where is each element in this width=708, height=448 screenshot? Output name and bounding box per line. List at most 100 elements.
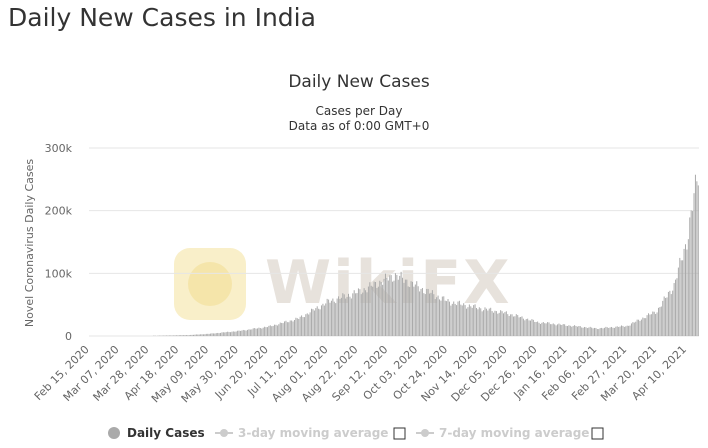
bar-387 xyxy=(639,320,641,336)
bar-337 xyxy=(568,325,570,336)
bar-306 xyxy=(524,320,526,336)
line-marker-icon xyxy=(416,429,434,437)
bar-302 xyxy=(518,317,520,336)
bar-134 xyxy=(279,322,281,336)
bar-101 xyxy=(232,331,234,336)
bar-76 xyxy=(197,334,199,336)
bar-77 xyxy=(198,334,200,336)
bar-79 xyxy=(201,334,203,336)
bar-53 xyxy=(164,335,166,336)
bar-177 xyxy=(340,297,342,336)
bar-165 xyxy=(323,305,325,336)
bar-398 xyxy=(655,313,657,336)
bar-281 xyxy=(488,308,490,336)
bar-67 xyxy=(184,335,186,336)
bar-366 xyxy=(609,327,611,336)
bar-154 xyxy=(308,314,310,336)
bar-66 xyxy=(183,335,185,336)
bar-418 xyxy=(683,248,685,336)
bar-223 xyxy=(406,279,408,336)
bar-240 xyxy=(430,292,432,336)
bar-141 xyxy=(289,320,291,336)
bar-213 xyxy=(392,281,394,336)
bar-196 xyxy=(367,286,369,336)
bar-359 xyxy=(599,328,601,336)
bar-368 xyxy=(612,327,614,336)
bar-130 xyxy=(274,324,276,336)
bar-159 xyxy=(315,308,317,336)
bar-420 xyxy=(686,249,688,336)
bar-246 xyxy=(439,299,440,336)
bar-421 xyxy=(687,239,689,336)
bar-356 xyxy=(595,327,597,336)
bar-71 xyxy=(190,334,192,336)
bar-132 xyxy=(276,325,278,336)
bar-348 xyxy=(584,326,586,336)
bar-121 xyxy=(261,328,263,336)
bar-202 xyxy=(376,287,378,336)
bar-253 xyxy=(448,301,450,336)
bar-404 xyxy=(663,296,665,336)
bar-362 xyxy=(603,327,605,336)
bar-234 xyxy=(421,287,423,336)
bar-252 xyxy=(447,299,449,336)
checkbox-7-day-moving-average[interactable] xyxy=(591,427,604,440)
bar-206 xyxy=(382,284,384,336)
bar-280 xyxy=(487,310,489,336)
bar-214 xyxy=(393,280,395,336)
bar-136 xyxy=(282,323,284,336)
bar-166 xyxy=(325,303,327,336)
bar-376 xyxy=(623,326,625,336)
bar-408 xyxy=(669,290,671,336)
checkbox-3-day-moving-average[interactable] xyxy=(393,427,406,440)
bar-319 xyxy=(542,322,544,336)
bar-151 xyxy=(303,317,305,336)
bar-272 xyxy=(475,307,477,336)
bar-107 xyxy=(241,330,243,336)
bar-193 xyxy=(363,288,365,336)
bar-120 xyxy=(259,328,261,336)
bar-273 xyxy=(477,309,479,336)
bar-60 xyxy=(174,335,176,336)
bar-84 xyxy=(208,333,210,336)
bar-221 xyxy=(403,282,405,336)
bar-425 xyxy=(693,193,695,336)
bar-116 xyxy=(254,328,256,336)
bar-423 xyxy=(690,210,692,336)
bar-127 xyxy=(269,325,271,336)
bar-367 xyxy=(611,326,613,336)
bar-380 xyxy=(629,325,631,336)
legend-item-daily-cases[interactable]: Daily Cases xyxy=(108,426,205,440)
bar-407 xyxy=(667,291,669,336)
bar-238 xyxy=(427,288,429,336)
bar-294 xyxy=(507,314,509,336)
bar-137 xyxy=(284,321,286,336)
bar-216 xyxy=(396,274,398,336)
bar-225 xyxy=(409,287,411,336)
legend-item-7-day-moving-average[interactable]: 7-day moving average xyxy=(416,426,589,440)
bar-89 xyxy=(215,333,217,336)
bar-211 xyxy=(389,275,391,336)
bar-239 xyxy=(429,293,431,336)
bar-110 xyxy=(245,330,247,336)
bar-249 xyxy=(443,296,445,336)
bar-226 xyxy=(410,281,412,336)
bar-325 xyxy=(551,324,553,336)
bar-88 xyxy=(214,333,216,336)
bar-90 xyxy=(217,332,219,336)
bar-354 xyxy=(592,328,594,336)
bar-170 xyxy=(330,300,332,336)
y-tick-label-1: 100k xyxy=(45,267,73,280)
bar-219 xyxy=(400,271,402,336)
bar-85 xyxy=(210,333,212,336)
bar-232 xyxy=(419,291,421,336)
bar-378 xyxy=(626,325,628,336)
bar-245 xyxy=(437,295,439,336)
bar-373 xyxy=(619,326,621,336)
legend-item-3-day-moving-average[interactable]: 3-day moving average xyxy=(215,426,388,440)
bar-405 xyxy=(665,297,667,336)
bar-222 xyxy=(404,279,406,336)
bar-275 xyxy=(480,308,482,336)
bar-397 xyxy=(653,311,655,336)
